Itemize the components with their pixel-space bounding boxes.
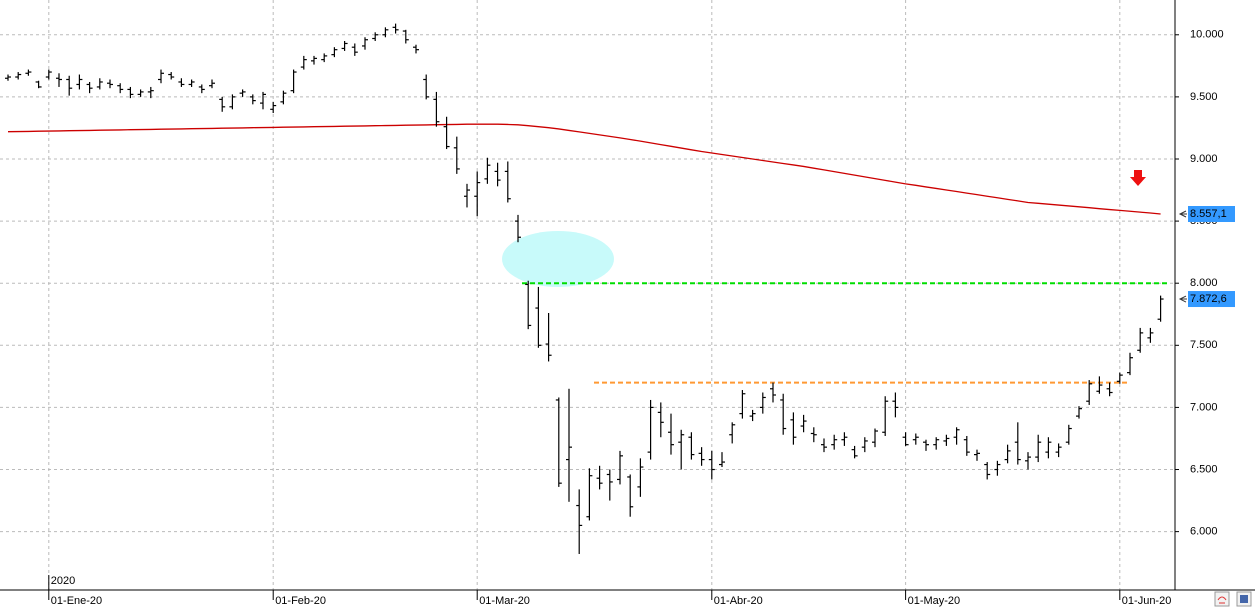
moving-average-line <box>7 123 1161 215</box>
y-tick-label: 10.000 <box>1190 29 1224 41</box>
settings-glyph <box>1217 596 1227 604</box>
y-tick-label: 6.000 <box>1190 526 1218 538</box>
down-arrow <box>1130 170 1146 186</box>
last-value-label: 7.872,6 <box>1190 293 1227 305</box>
highlight-ellipse <box>502 231 614 287</box>
x-tick-label: 01-Ene-20 <box>51 595 102 607</box>
x-tick-label: 01-Abr-20 <box>714 595 763 607</box>
plot <box>5 23 1168 554</box>
settings-icon[interactable] <box>1214 591 1230 607</box>
x-tick-label: 01-Jun-20 <box>1122 595 1172 607</box>
last-value-box <box>1188 291 1235 308</box>
last-value-pointer <box>1178 295 1187 303</box>
y-tick-label: 6.500 <box>1190 463 1218 475</box>
y-tick-label: 7.500 <box>1190 339 1218 351</box>
x-tick-label: 01-Mar-20 <box>479 595 530 607</box>
y-tick-label: 9.000 <box>1190 153 1218 165</box>
y-tick-label: 7.000 <box>1190 401 1218 413</box>
last-value-label: 8.557,1 <box>1190 208 1227 220</box>
year-label: 2020 <box>51 575 75 587</box>
last-value-box <box>1188 206 1235 223</box>
save-glyph <box>1240 595 1248 603</box>
y-tick-label: 8.000 <box>1190 277 1218 289</box>
grid <box>0 0 1175 590</box>
last-value-pointer <box>1178 210 1187 218</box>
y-tick-label: 9.500 <box>1190 91 1218 103</box>
x-tick-label: 01-Feb-20 <box>275 595 326 607</box>
x-tick-label: 01-May-20 <box>908 595 961 607</box>
